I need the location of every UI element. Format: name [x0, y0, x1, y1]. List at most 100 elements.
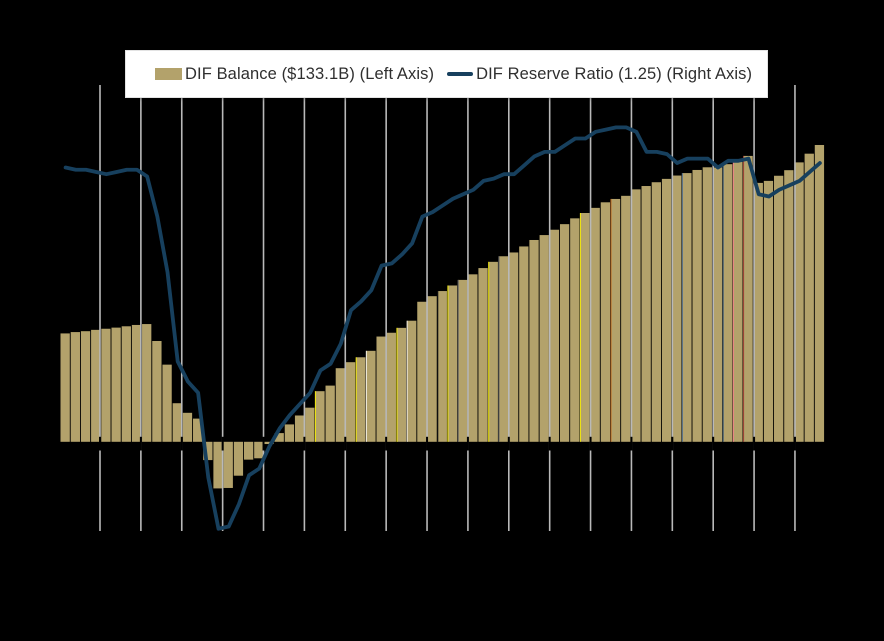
accent-line	[365, 350, 367, 442]
balance-bar	[254, 441, 264, 459]
balance-bar	[723, 164, 733, 442]
balance-bar	[243, 441, 254, 460]
accent-line	[314, 391, 316, 442]
balance-bar	[539, 235, 549, 442]
balance-bar	[743, 155, 753, 442]
balance-bar	[294, 415, 305, 442]
balance-legend-label: DIF Balance ($133.1B) (Left Axis)	[185, 64, 435, 83]
balance-bar	[498, 256, 509, 442]
balance-bar	[60, 333, 70, 442]
balance-bar	[223, 441, 233, 488]
accent-line	[732, 161, 734, 442]
accent-line	[498, 256, 500, 442]
balance-bar	[427, 296, 437, 442]
balance-bar	[478, 268, 488, 442]
accent-line	[722, 164, 724, 442]
balance-bar	[447, 285, 458, 442]
balance-bar	[712, 167, 723, 442]
accent-line	[447, 285, 449, 442]
balance-bar	[274, 433, 284, 442]
accent-line	[488, 261, 490, 442]
balance-bar	[162, 364, 172, 442]
balance-bar	[529, 239, 539, 442]
balance-bar	[315, 391, 325, 442]
balance-bar	[345, 362, 356, 442]
balance-bar	[661, 178, 672, 442]
balance-bar	[682, 173, 692, 442]
balance-bar	[468, 274, 478, 442]
balance-bar	[264, 441, 274, 445]
balance-bar	[590, 207, 600, 442]
balance-bar-swatch-icon	[155, 68, 182, 80]
balance-bar	[203, 441, 213, 461]
balance-bar	[804, 153, 814, 442]
accent-line	[355, 357, 357, 442]
balance-bar	[600, 202, 611, 442]
balance-bar	[142, 324, 152, 442]
balance-bar	[182, 412, 193, 442]
balance-bar	[386, 332, 396, 442]
balance-bar	[559, 224, 570, 442]
balance-bar	[121, 326, 131, 442]
balance-bar	[172, 403, 182, 442]
balance-bar	[733, 161, 743, 442]
balance-bar	[131, 324, 142, 442]
balance-bar	[396, 327, 407, 442]
balance-bar	[193, 418, 203, 442]
accent-line	[437, 291, 439, 442]
accent-line	[610, 198, 612, 442]
balance-bar	[774, 175, 784, 442]
balance-bar	[70, 332, 80, 442]
balance-bar	[376, 336, 386, 442]
balance-bar	[672, 175, 682, 442]
balance-bar	[641, 186, 651, 442]
balance-bar	[763, 180, 774, 442]
balance-bar	[631, 189, 641, 442]
balance-bar	[794, 162, 804, 442]
balance-bar	[305, 407, 315, 442]
accent-line	[681, 173, 683, 442]
balance-bar	[753, 182, 763, 442]
balance-bar	[621, 195, 631, 442]
accent-line	[742, 155, 745, 442]
balance-bar	[702, 167, 712, 442]
year-gridlines-group	[99, 85, 796, 531]
accent-line	[579, 213, 581, 442]
balance-bar	[488, 261, 498, 442]
balance-bar	[111, 327, 121, 442]
reserve-ratio-line	[63, 125, 822, 531]
balance-bar	[407, 320, 417, 442]
accent-line	[457, 279, 459, 442]
balance-bar	[580, 213, 590, 442]
axis-ticks-group	[99, 436, 796, 451]
ratio-legend-label: DIF Reserve Ratio (1.25) (Right Axis)	[476, 64, 753, 83]
balance-bar	[284, 424, 295, 442]
balance-bar	[437, 291, 447, 442]
bars-group	[60, 144, 825, 489]
balance-bar	[692, 169, 702, 442]
balance-bar	[458, 279, 468, 442]
balance-bar	[80, 331, 91, 442]
balance-bar	[335, 368, 346, 442]
balance-bar	[814, 144, 825, 442]
ratio-line-swatch-icon	[447, 72, 474, 76]
accent-line	[406, 320, 408, 442]
balance-bar	[417, 301, 427, 442]
balance-bar	[91, 329, 101, 442]
legend-item-ratio: DIF Reserve Ratio (1.25) (Right Axis)	[447, 65, 752, 84]
balance-bar	[651, 182, 661, 442]
balance-bar	[233, 441, 244, 476]
balance-bar	[356, 357, 366, 442]
balance-bar	[519, 246, 529, 442]
balance-bar	[508, 252, 519, 442]
legend-box: DIF Balance ($133.1B) (Left Axis) DIF Re…	[125, 50, 768, 98]
balance-bar	[549, 229, 560, 442]
balance-bar	[610, 198, 621, 442]
balance-bar	[213, 441, 223, 489]
balance-bar	[152, 341, 162, 442]
balance-bar	[101, 328, 111, 442]
accent-lines-group	[314, 155, 745, 442]
balance-bar	[570, 218, 580, 442]
